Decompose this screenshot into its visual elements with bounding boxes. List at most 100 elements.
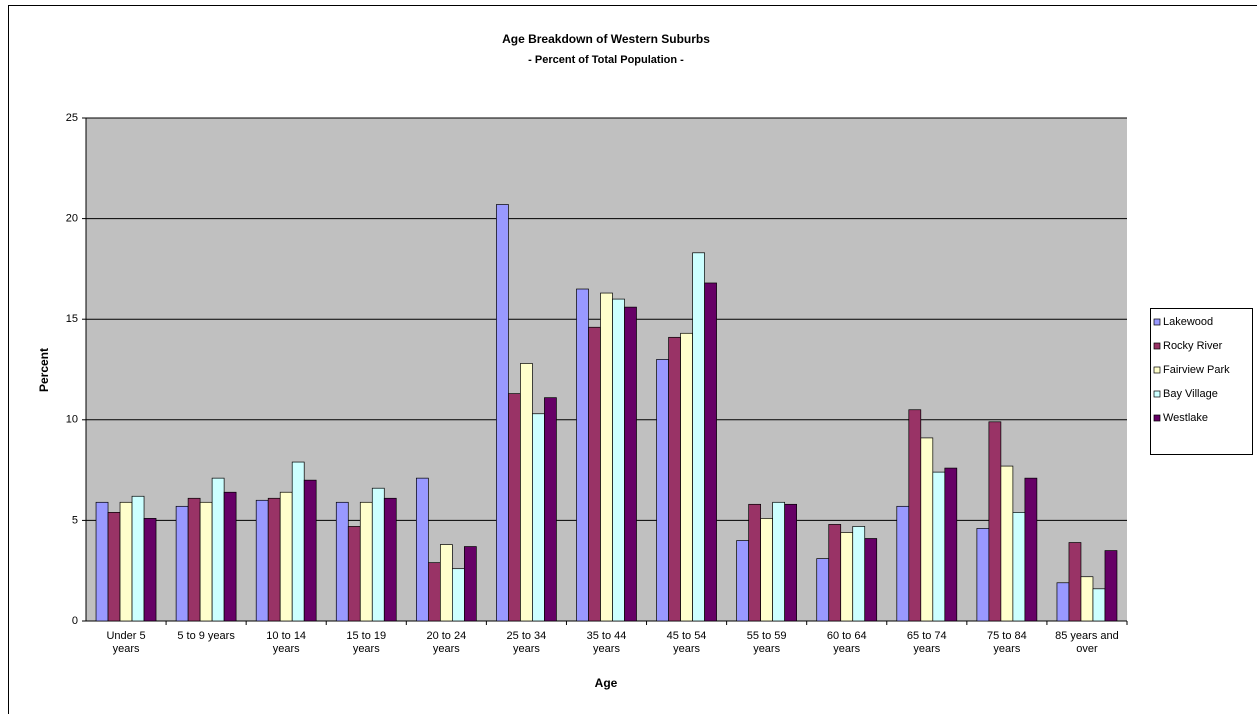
- bar: [119, 501, 133, 622]
- legend-swatch: [1153, 414, 1161, 422]
- legend-swatch: [1153, 390, 1161, 398]
- bar: [1068, 542, 1082, 622]
- bar: [107, 512, 121, 622]
- bar: [451, 568, 465, 622]
- x-tick-label: 45 to 54 years: [666, 630, 707, 655]
- x-tick-label: 35 to 44 years: [586, 630, 627, 655]
- bar: [383, 497, 397, 622]
- x-tick-label: 10 to 14 years: [266, 630, 307, 655]
- bar: [175, 505, 189, 622]
- bar: [1056, 582, 1070, 622]
- bar: [840, 532, 854, 622]
- x-tick-label: 55 to 59 years: [746, 630, 787, 655]
- legend-label: Lakewood: [1163, 316, 1213, 328]
- bar: [211, 477, 225, 622]
- bar: [704, 282, 717, 622]
- legend-swatch: [1153, 342, 1161, 350]
- bar: [896, 505, 910, 622]
- bar: [692, 252, 705, 622]
- bar: [347, 526, 361, 622]
- x-tick-label: Under 5 years: [106, 630, 146, 655]
- bar: [864, 538, 878, 622]
- bar: [1104, 550, 1118, 622]
- bar: [988, 421, 1002, 622]
- bar: [784, 503, 798, 622]
- y-tick-label: 20: [66, 213, 78, 225]
- bar: [576, 288, 589, 622]
- x-tick-label: 15 to 19 years: [346, 630, 387, 655]
- bar: [976, 528, 990, 622]
- bar: [267, 497, 281, 622]
- bar: [588, 326, 601, 622]
- bar: [1080, 576, 1094, 622]
- bar: [748, 503, 762, 622]
- bar: [95, 501, 109, 622]
- bar: [143, 518, 157, 622]
- bar: [415, 477, 429, 622]
- bar: [816, 558, 830, 622]
- bar: [1024, 477, 1038, 622]
- bar: [680, 332, 693, 622]
- bar: [852, 526, 866, 622]
- bar: [279, 491, 293, 622]
- bar: [508, 393, 521, 622]
- bar: [656, 359, 669, 622]
- bar: [199, 501, 213, 622]
- bar: [772, 501, 786, 622]
- bar: [1012, 512, 1026, 622]
- bar: [255, 499, 269, 622]
- bar: [908, 409, 922, 622]
- bar: [223, 491, 237, 622]
- bar: [932, 471, 946, 622]
- bar: [1092, 588, 1106, 622]
- x-tick-label: 5 to 9 years: [177, 630, 235, 642]
- bar: [944, 467, 958, 622]
- bar: [828, 524, 842, 622]
- legend-label: Fairview Park: [1163, 364, 1230, 376]
- bar: [1000, 465, 1014, 622]
- bar: [291, 461, 305, 622]
- bar: [612, 298, 625, 622]
- bar: [520, 363, 533, 622]
- legend-label: Westlake: [1163, 412, 1208, 424]
- x-axis-title: Age: [595, 676, 618, 690]
- y-tick-label: 0: [72, 615, 78, 627]
- y-tick-label: 25: [66, 112, 78, 124]
- x-tick-label: 20 to 24 years: [426, 630, 467, 655]
- x-tick-label: 60 to 64 years: [826, 630, 867, 655]
- legend-swatch: [1153, 366, 1161, 374]
- legend-swatch: [1153, 318, 1161, 326]
- chart-title: Age Breakdown of Western Suburbs: [502, 32, 710, 46]
- bar: [427, 562, 441, 622]
- bar: [303, 479, 317, 622]
- bar: [760, 518, 774, 622]
- y-tick-label: 10: [66, 414, 78, 426]
- bar: [359, 501, 373, 622]
- chart-subtitle: - Percent of Total Population -: [528, 54, 684, 66]
- y-tick-label: 15: [66, 313, 78, 325]
- x-tick-label: 85 years and over: [1055, 630, 1119, 655]
- bar: [335, 501, 349, 622]
- bar: [736, 540, 750, 622]
- legend: [1150, 308, 1253, 455]
- bar: [920, 437, 934, 622]
- bar: [496, 204, 509, 622]
- bar: [439, 544, 453, 622]
- legend-label: Rocky River: [1163, 340, 1223, 352]
- bar: [463, 546, 477, 622]
- bar: [544, 397, 557, 622]
- legend-label: Bay Village: [1163, 388, 1218, 400]
- bar: [532, 413, 545, 622]
- bar: [624, 306, 637, 622]
- bar: [371, 487, 385, 622]
- x-tick-label: 25 to 34 years: [506, 630, 547, 655]
- bar: [600, 292, 613, 622]
- bar: [668, 336, 681, 622]
- bar: [187, 497, 201, 622]
- y-tick-label: 5: [72, 514, 78, 526]
- x-tick-label: 65 to 74 years: [906, 630, 947, 655]
- bar: [131, 495, 145, 622]
- x-tick-label: 75 to 84 years: [986, 630, 1027, 655]
